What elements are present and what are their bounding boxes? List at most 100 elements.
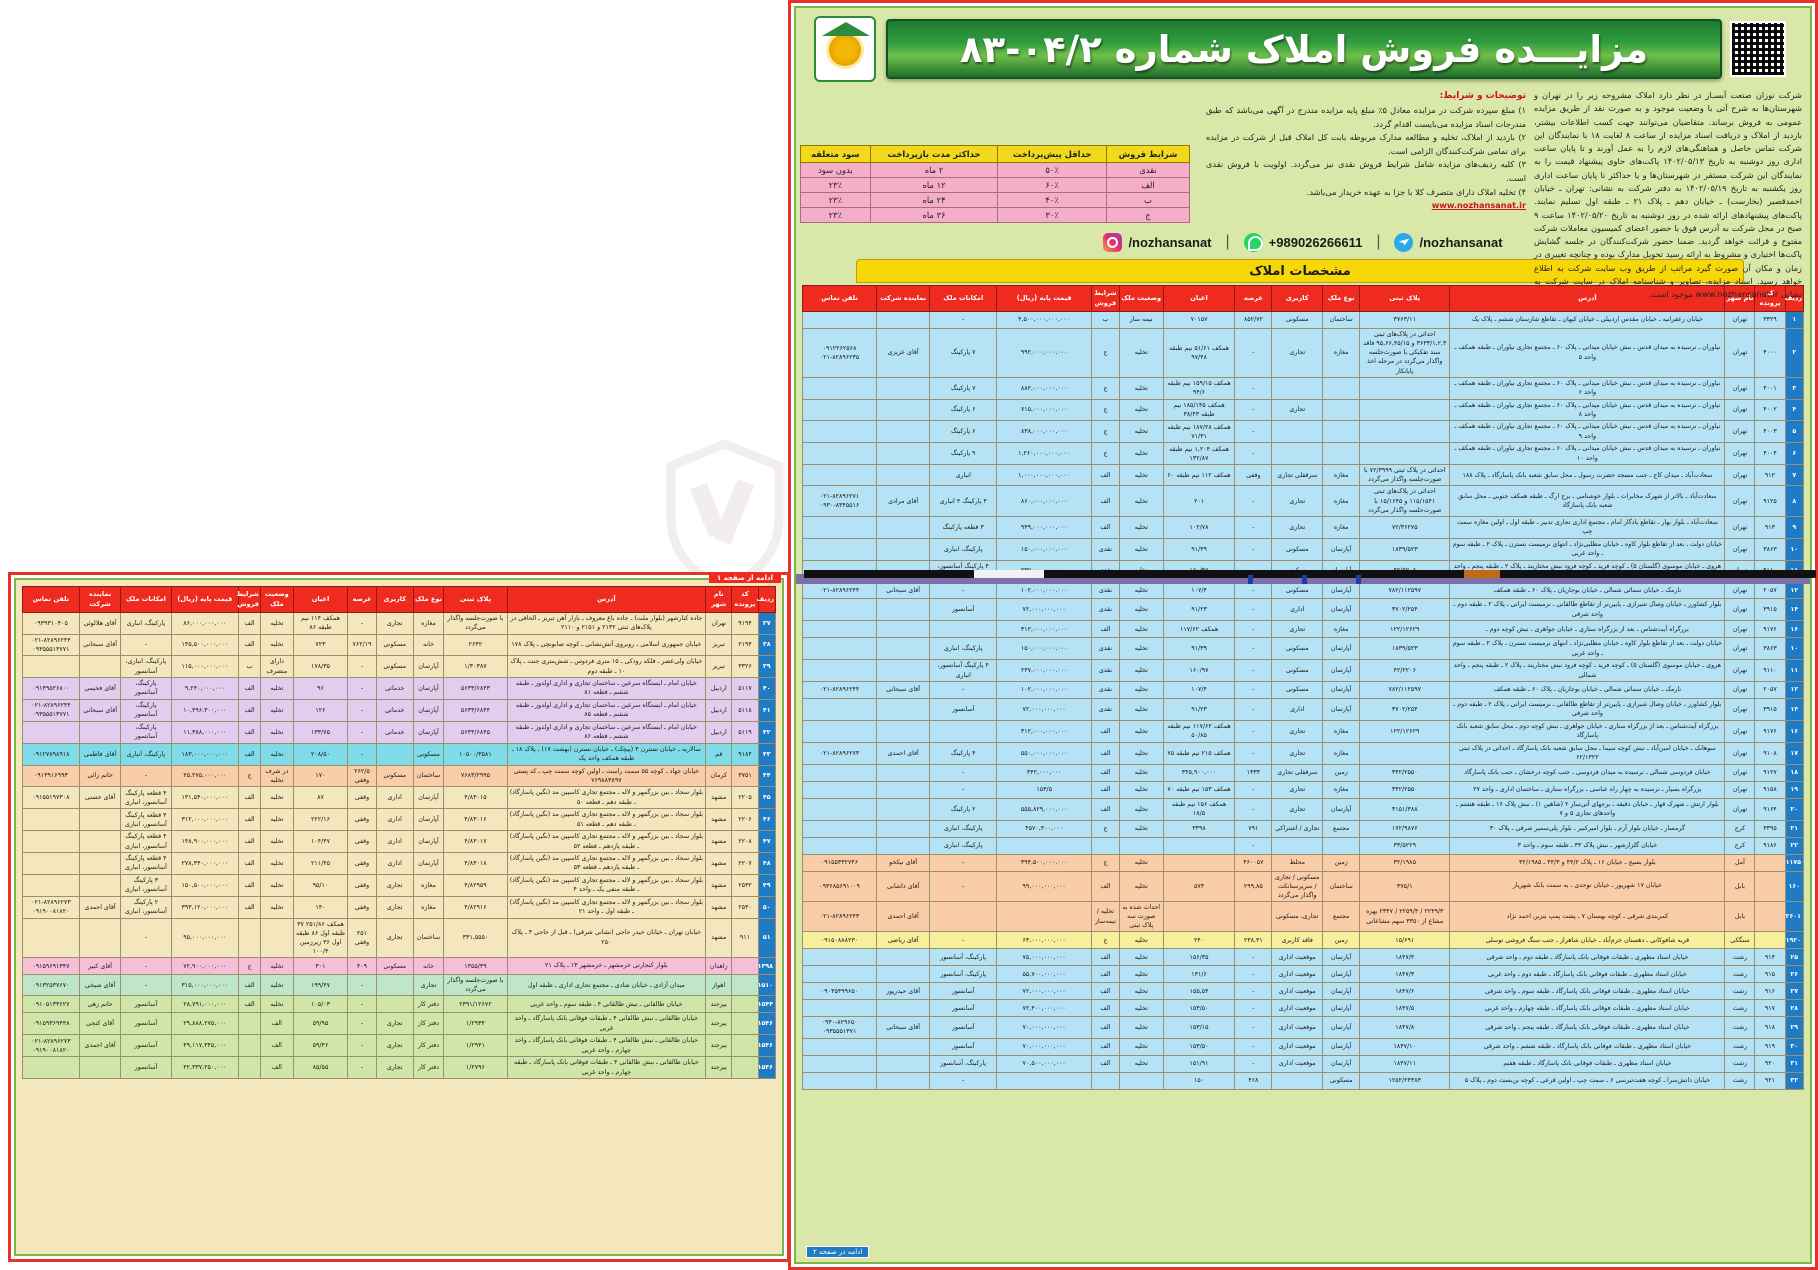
table-row[interactable]: ۲۶۰۱ بابل کمربندی شرقی ـ کوچه بهسنان ۷ ـ پ…: [801, 900, 1805, 933]
table-row[interactable]: ۱ ۳۳۲۹ تهران خیابان زعفرانیه ـ خیابان مقدس …: [801, 311, 1805, 329]
cell-registry-plate: ۱۷۲/۹۸۷۶: [1359, 819, 1451, 838]
scroll-page-break[interactable]: [796, 570, 1816, 584]
cell-usage: [375, 974, 414, 997]
cell-sale-terms: نقدی: [1091, 598, 1120, 622]
table-row[interactable]: ۱۳۹۸ زاهدان بلوار کنجارتی خرمشهر ـ خرمشهر …: [22, 957, 776, 976]
cell-usage: تجاری: [1271, 780, 1324, 799]
cell-company-rep: آقای عزیزی: [876, 328, 931, 378]
table-row[interactable]: ۱۶ ۹۱۷۶ تهران بزرگراه آیت‌شناس ـ بعد از بزر…: [801, 620, 1805, 639]
cell-row-number: ۱: [1784, 311, 1805, 329]
cell-land-area: ۲۳۸,۳۱: [1234, 931, 1273, 950]
table-row[interactable]: ۴۶ ۲۲۰۶ مشهد بلوار سجاد ـ بین بزرگمهر و لال…: [22, 808, 776, 832]
cell-property-features: -: [120, 764, 172, 788]
banner-plate: مزایـــده فروش املاک شماره ۰۴/۲-۸۳: [886, 19, 1722, 79]
table-row[interactable]: ۴۵ ۲۲۰۵ مشهد بلوار سجاد ـ بین بزرگمهر و لال…: [22, 786, 776, 810]
table-row[interactable]: ۳۲ ۹۲۱ رشت خیابان دانش‌سرا ـ کوچه هفت‌تیرسی…: [801, 1071, 1805, 1090]
table-row[interactable]: ۴۱ ۵۱۱۸ اردبیل خیابان امام ـ ایستگاه سرعین …: [22, 698, 776, 722]
table-row[interactable]: ۱۴ ۳۹۱۵ تهران بلوار کشاورز ـ خیابان وصال شی…: [801, 598, 1805, 622]
table-row[interactable]: ۲۹ ۹۱۸ رشت خیابان استاد مطهری ـ طبقات فوقان…: [801, 1016, 1805, 1039]
cell-city: تهران: [1724, 659, 1756, 682]
table-row[interactable]: ۹ ۹۱۳ تهران سعادت‌آباد ـ بلوار بهار ـ تقاطع…: [801, 515, 1805, 539]
cell-property-status: تخلیه: [1118, 965, 1164, 984]
cell-land-area: -: [347, 1012, 377, 1036]
terms-cell-interest: بدون سود: [800, 162, 871, 178]
table-row[interactable]: ۱۹۲۰ سنگکی قریه شافوکانی ـ دهستان خرم‌آباد…: [801, 931, 1805, 950]
table-row[interactable]: ۳۹ ۳۳۲۶ تبریز خیابان ولی‌عصر ـ فلکه رودکی ـ…: [22, 655, 776, 678]
cell-land-area: -: [1234, 948, 1273, 967]
table-row[interactable]: ۵۰ ۲۵۳۰ مشهد بلوار سجاد ـ بین بزرگمهر و لال…: [22, 895, 776, 919]
table-row[interactable]: ۱۷ ۹۱۰۸ تهران سوهانک ـ خیابان امین‌آباد ـ ن…: [801, 741, 1805, 765]
table-row[interactable]: ۳۱ ۹۲۰ رشت خیابان استاد مطهری ـ طبقات فوقان…: [801, 1054, 1805, 1073]
cell-property-features: پارکینگ، آسانسور: [120, 698, 172, 722]
cell-property-type: آپارتمان: [1322, 659, 1361, 682]
table-row[interactable]: ۲۷ ۹۱۶ رشت خیابان استاد مطهری ـ طبقات فوقان…: [801, 982, 1805, 1001]
table-row[interactable]: ۴ ۴۰۰۲ تهران نیاوران ـ نرسیده به میدان قدس …: [801, 398, 1805, 422]
table-row[interactable]: ۲۰ ۹۱۶۴ تهران بلوار ارتش ـ شهرک قهار ـ خیاب…: [801, 797, 1805, 821]
table-row[interactable]: ۱۲ ۲۰۵۷ تهران نارمک ـ خیابان سمائی شمالی ـ …: [801, 581, 1805, 600]
table-row[interactable]: ۳۷ ۹۱۹۴ تهران جاده کنارشهر (بلوار ملت) ـ جا…: [22, 612, 776, 635]
table-row[interactable]: ۷ ۹۱۲ تهران سعادت‌آباد ـ میدان کاج ـ جنب مس…: [801, 464, 1805, 487]
social-whatsapp[interactable]: +989026266611: [1243, 232, 1362, 252]
table-row[interactable]: ۴۳ ۹۱۸۴ قم سالاریه ـ خیابان نسترن ۴ (پیچک) …: [22, 742, 776, 766]
table-row[interactable]: ۱۵۴۶ بیرجند خیابان طالقانی ـ نبش طالقانی ۴…: [22, 1012, 776, 1036]
table-row[interactable]: ۵۱ ۹۱۱ مشهد خیابان تهران ـ خیابان حیدر حاجی…: [22, 917, 776, 959]
cell-address: خیابان ولی‌عصر ـ فلکه رودکی ـ ۱۵ متری فر…: [506, 655, 707, 678]
cell-base-price: ۱۵۰,۰۰۰,۰۰۰,۰۰۰: [996, 637, 1093, 661]
table-row[interactable]: ۲۶ ۹۱۵ رشت خیابان استاد مطهری ـ طبقات فوقان…: [801, 965, 1805, 984]
qr-code-icon[interactable]: [1730, 21, 1786, 77]
table-row[interactable]: ۳ ۴۰۰۱ تهران نیاوران ـ نرسیده به میدان قدس …: [801, 376, 1805, 400]
table-row[interactable]: ۶ ۴۰۰۴ تهران نیاوران ـ نرسیده به میدان قدس …: [801, 442, 1805, 466]
table-row[interactable]: ۱۹ ۹۱۵۸ تهران بزرگراه بسیار ـ نرسیده به چها…: [801, 780, 1805, 799]
cell-address: بزرگراه بسیار ـ نرسیده به چهار راه عباسی…: [1449, 780, 1726, 799]
cell-file-code: ۵۱۱۸: [731, 698, 759, 722]
table-row[interactable]: ۴۲ ۵۱۱۹ اردبیل خیابان امام ـ ایستگاه سرعین …: [22, 720, 776, 744]
table-row[interactable]: ۲۲ ۹۱۸۶ کرج خیابان گلزارشهر ـ نبش پلاک ۳۳ ـ…: [801, 836, 1805, 855]
table-row[interactable]: ۱۸ ۹۱۲۷ تهران خیابان فردوسی شمالی ـ نرسیده …: [801, 763, 1805, 782]
cell-contact-phone: [801, 420, 878, 444]
table-row[interactable]: ۵ ۴۰۰۳ تهران نیاوران ـ نرسیده به میدان قدس …: [801, 420, 1805, 444]
table-row[interactable]: ۱۴ ۳۹۱۵ تهران بلوار کشاورز ـ خیابان وصال شی…: [801, 698, 1805, 721]
cell-contact-phone: [801, 398, 878, 422]
table-row[interactable]: ۸ ۹۱۲۵ تهران سعادت‌آباد ـ بالاتر از شهرک مخ…: [801, 485, 1805, 517]
table-row[interactable]: ۴۸ ۲۲۰۷ مشهد بلوار سجاد ـ بین بزرگمهر و لال…: [22, 852, 776, 875]
table-row[interactable]: ۲۱ ۳۳۹۵ کرج گرمسار ـ خیابان بلوار آرم ـ بلو…: [801, 819, 1805, 838]
social-instagram[interactable]: /nozhansanat: [1103, 232, 1212, 252]
website-link[interactable]: www.nozhansanat.ir: [1431, 200, 1526, 211]
cell-property-features: آسانسور: [120, 1056, 172, 1079]
table-row[interactable]: ۲۵ ۹۱۴ رشت خیابان استاد مطهری ـ طبقات فوقان…: [801, 948, 1805, 967]
social-telegram[interactable]: /nozhansanat: [1394, 232, 1503, 252]
table-row[interactable]: ۲۸ ۹۱۷ رشت خیابان استاد مطهری ـ طبقات فوقان…: [801, 999, 1805, 1018]
table-row[interactable]: ۱۰ ۳۸۶۳ تهران خیابان دولت ـ بعد از تقاطع بل…: [801, 637, 1805, 661]
table-row[interactable]: ۳۰ ۹۱۹ رشت خیابان استاد مطهری ـ طبقات فوقان…: [801, 1037, 1805, 1056]
cell-building-area: ۳۴۵,۹۰۰,۰۰۰: [1162, 763, 1236, 782]
table-row[interactable]: ۴۷ ۲۲۰۸ مشهد بلوار سجاد ـ بین بزرگمهر و لال…: [22, 830, 776, 853]
table-row[interactable]: ۱۶ ۹۱۷۶ تهران بزرگراه آیت‌شناس ـ بعد از بزر…: [801, 719, 1805, 743]
table-row[interactable]: ۴۹ ۲۵۳۲ مشهد بلوار سجاد ـ بین بزرگمهر و لال…: [22, 873, 776, 897]
cell-building-area: ۲۱۱/۴۵: [292, 852, 349, 875]
table-row[interactable]: ۱۵۴۶ بیرجند خیابان طالقانی ـ نبش طالقانی ۴…: [22, 1056, 776, 1079]
table-row[interactable]: ۱۲ ۲۰۵۷ تهران نارمک ـ خیابان سمائی شمالی ـ …: [801, 681, 1805, 699]
cell-land-area: -: [1234, 1037, 1273, 1056]
table-row[interactable]: ۴۰ ۵۱۱۷ اردبیل خیابان امام ـ ایستگاه سرعین …: [22, 677, 776, 700]
cell-usage: [1271, 442, 1324, 466]
table-row[interactable]: ۱۵۴۴ بیرجند خیابان طالقانی ـ نبش طالقانی ۴…: [22, 995, 776, 1014]
cell-building-area: ۲۲۲/۱۶: [292, 808, 349, 832]
cell-property-type: آپارتمان: [1322, 1016, 1361, 1039]
cell-file-code: ۹۱۵۸: [1754, 780, 1786, 799]
cell-base-price: ۳۹۳,۱۲۰,۰۰۰,۰۰۰: [170, 895, 240, 919]
table-row[interactable]: ۱۶۰ بابل خیابان ۱۷ شهریور ـ خیابان توحدی ـ…: [801, 870, 1805, 902]
table-row[interactable]: ۲ ۴۰۰۰ تهران نیاوران ـ نرسیده به میدان قدس …: [801, 328, 1805, 378]
table-row[interactable]: ۱۵۴۶ بیرجند خیابان طالقانی ـ نبش طالقانی ۴…: [22, 1034, 776, 1058]
cell-row-number: ۹: [1784, 515, 1805, 539]
terms-cell-interest: ۲۳٪: [800, 192, 871, 208]
table-row[interactable]: ۴۴ ۳۷۵۱ کرمان خیابان جهاد ـ کوچه ۵۵ سمت راس…: [22, 764, 776, 788]
table-row[interactable]: ۳۸ ۲۱۹۴ تبریز خیابان جمهوری اسلامی ـ روبروی…: [22, 633, 776, 657]
table-row[interactable]: ۱۵۱۰ اهواز میدان آزادی ـ خیابان شادی ـ مجت…: [22, 974, 776, 997]
table-row[interactable]: ۱۱۷۵ آمل بلوار بسیج ـ خیابان ۱۶ ـ پلاک ۴۴/…: [801, 853, 1805, 872]
cell-property-features: -: [120, 957, 172, 976]
cell-registry-plate: ۵۶۳۳/۶۸۴۵: [443, 720, 508, 744]
cell-building-area: ۷۲۳: [292, 633, 349, 657]
notes-block: توضیحات و شرایط: ۱) مبلغ سپرده شرکت در م…: [1206, 89, 1526, 213]
table-row[interactable]: ۱۰ ۳۸۶۳ تهران خیابان دولت ـ بعد از تقاطع بل…: [801, 537, 1805, 561]
